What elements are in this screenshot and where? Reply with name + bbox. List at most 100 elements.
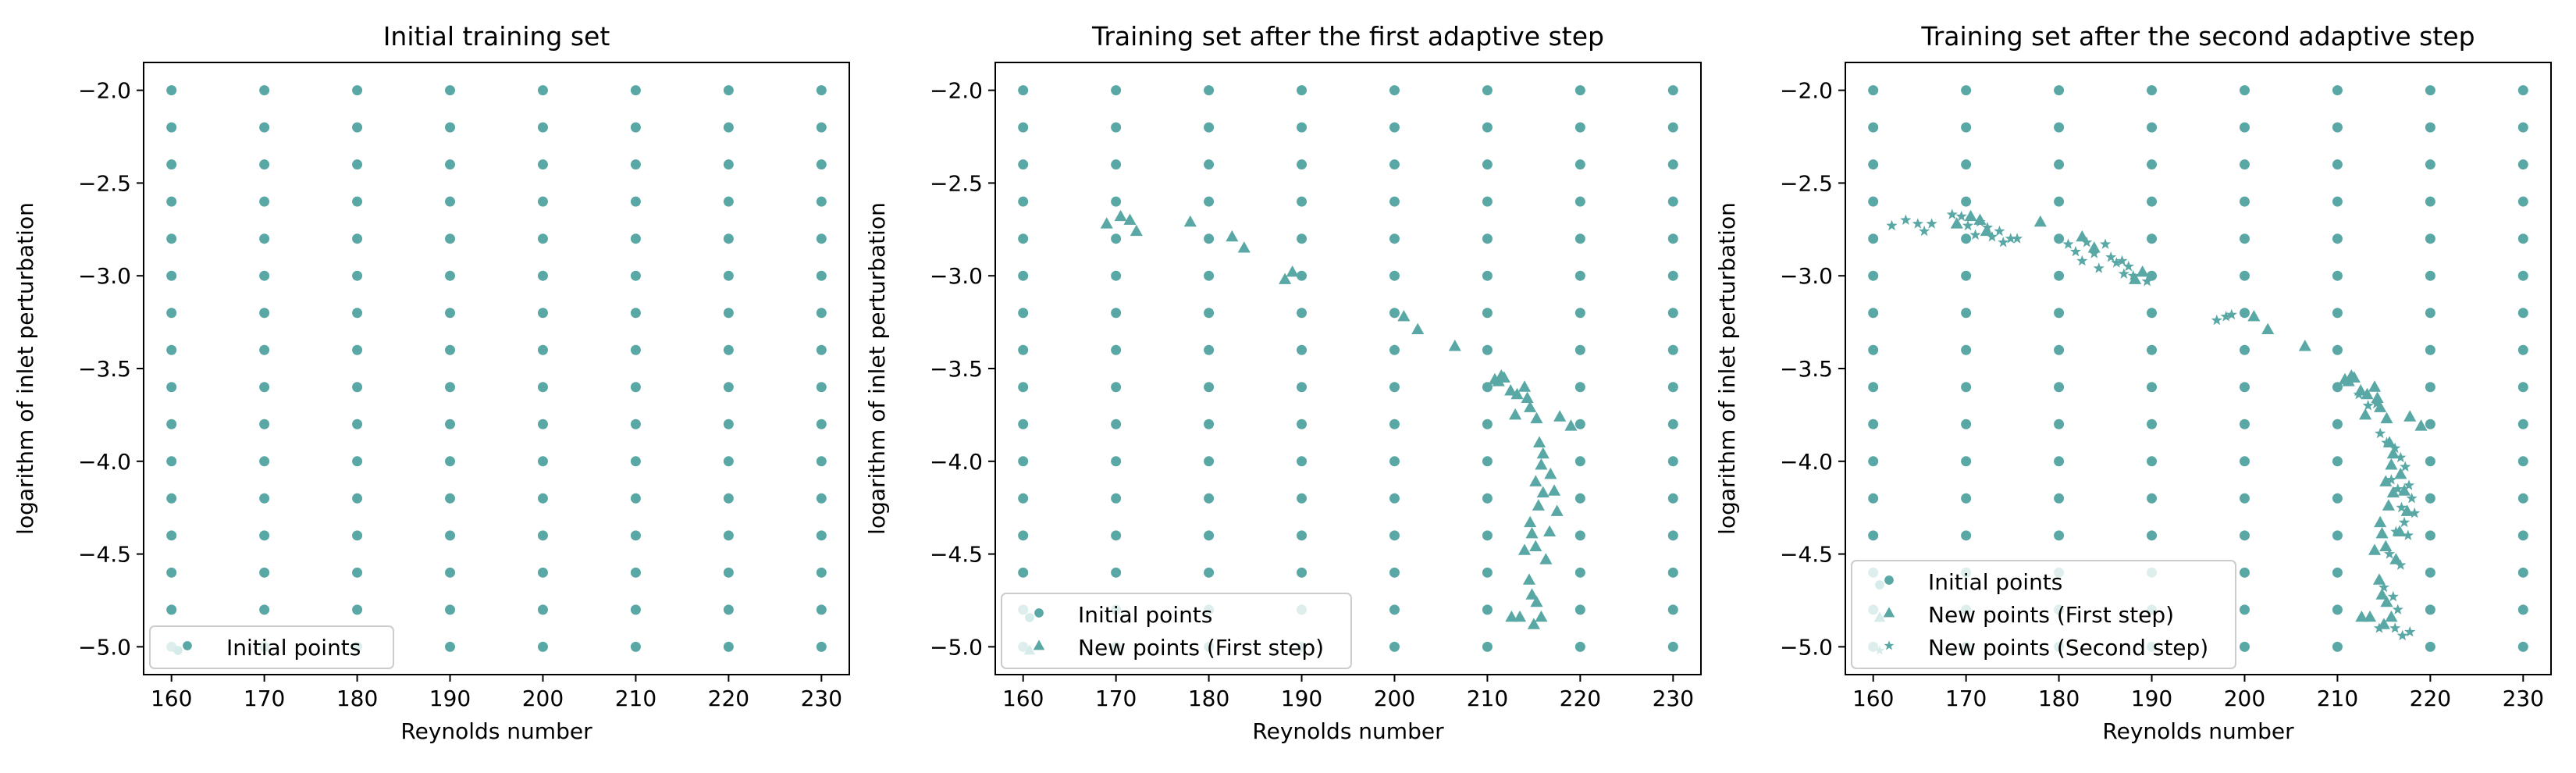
initial-point [1961, 270, 1972, 281]
initial-point [166, 604, 177, 615]
initial-point [630, 419, 641, 429]
x-tick-label: 210 [615, 686, 656, 711]
initial-point [630, 567, 641, 578]
initial-point [2517, 493, 2528, 504]
second-step-point [2392, 604, 2403, 614]
initial-point [1297, 344, 1308, 355]
initial-point [723, 270, 734, 281]
initial-point [1297, 530, 1308, 541]
initial-point [2517, 419, 2528, 429]
first-step-point [2403, 410, 2417, 422]
initial-point [352, 233, 363, 244]
initial-point [2054, 159, 2065, 170]
initial-point [259, 85, 270, 96]
y-tick-label: −3.0 [930, 263, 983, 289]
initial-point [537, 344, 548, 355]
initial-point [1667, 122, 1678, 133]
initial-point [2054, 456, 2065, 467]
initial-point [1574, 233, 1585, 244]
first-step-point [1100, 217, 1113, 229]
legend-marker [1025, 613, 1034, 622]
initial-point [1389, 308, 1400, 319]
first-step-point [2375, 526, 2389, 539]
first-step-point [1279, 273, 1292, 284]
initial-point [1297, 308, 1308, 319]
legend-marker [1023, 644, 1036, 655]
initial-point [166, 159, 177, 170]
initial-point [2332, 344, 2343, 355]
initial-point [2425, 233, 2435, 244]
initial-point [352, 122, 363, 133]
initial-point [1961, 530, 1972, 541]
initial-point [723, 196, 734, 207]
initial-point [630, 604, 641, 615]
initial-point [1868, 233, 1879, 244]
initial-point [445, 159, 456, 170]
legend-label: New points (First step) [1078, 635, 1324, 661]
first-step-point [1536, 447, 1550, 459]
initial-point [816, 122, 827, 133]
initial-point [1018, 270, 1029, 281]
initial-point [537, 270, 548, 281]
y-axis-label: logarithm of inlet perturbation [1714, 202, 1740, 535]
first-step-point [2298, 339, 2311, 351]
first-step-point [2374, 515, 2387, 528]
initial-point [630, 85, 641, 96]
initial-point [2147, 530, 2158, 541]
initial-point [2517, 85, 2528, 96]
first-step-point [2385, 610, 2398, 622]
initial-point [2425, 419, 2435, 429]
initial-point [816, 530, 827, 541]
initial-point [1389, 122, 1400, 133]
initial-point [1667, 530, 1678, 541]
initial-point [1111, 456, 1122, 467]
panel-second-adaptive-step: Training set after the second adaptive s… [1714, 21, 2552, 744]
initial-point [1389, 493, 1400, 504]
initial-point [630, 159, 641, 170]
initial-point [1961, 233, 1972, 244]
initial-point [1111, 308, 1122, 319]
initial-point [1574, 382, 1585, 393]
second-step-point [1986, 230, 1998, 242]
initial-point [1961, 85, 1972, 96]
initial-point [166, 382, 177, 393]
initial-point [1574, 196, 1585, 207]
initial-point [2054, 419, 2065, 429]
first-step-point [1553, 410, 1567, 422]
initial-point [166, 233, 177, 244]
initial-point [1868, 419, 1879, 429]
initial-point [1111, 530, 1122, 541]
first-step-point [2380, 411, 2393, 424]
second-step-point [2011, 233, 2023, 244]
initial-point [2239, 493, 2250, 504]
y-tick-label: −2.5 [1780, 170, 1833, 196]
initial-point [537, 604, 548, 615]
initial-point [537, 456, 548, 467]
legend-marker [173, 646, 183, 655]
first-step-point [1505, 610, 1518, 622]
y-tick-label: −5.0 [78, 634, 131, 660]
initial-point [2425, 641, 2435, 652]
initial-point [1297, 270, 1308, 281]
second-step-point [2141, 275, 2153, 287]
initial-point [2239, 85, 2250, 96]
y-tick-label: −3.0 [78, 263, 131, 289]
initial-point [445, 641, 456, 652]
initial-point [1389, 567, 1400, 578]
first-step-point [1525, 588, 1539, 600]
initial-point [352, 604, 363, 615]
initial-point [1482, 641, 1493, 652]
initial-point [445, 530, 456, 541]
initial-point [1111, 233, 1122, 244]
initial-point [2054, 85, 2065, 96]
initial-point [1667, 196, 1678, 207]
initial-point [259, 159, 270, 170]
second-step-point [2381, 436, 2393, 448]
second-step-point [1926, 218, 1937, 229]
initial-point [1868, 122, 1879, 133]
legend-marker [1033, 639, 1045, 650]
second-step-point [2105, 251, 2117, 262]
initial-point [1018, 85, 1029, 96]
initial-point [1667, 493, 1678, 504]
initial-point [723, 530, 734, 541]
